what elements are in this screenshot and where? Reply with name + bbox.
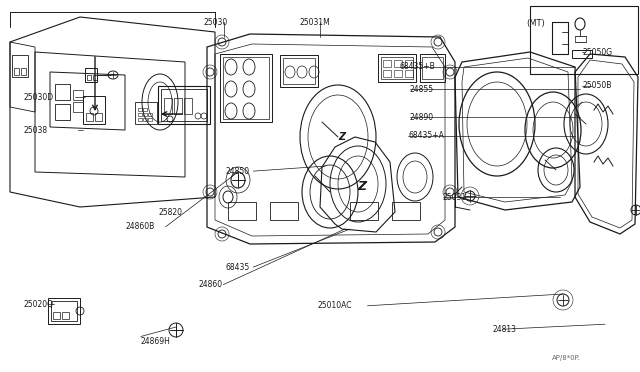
Bar [86, 113, 93, 121]
Text: 25030D: 25030D [24, 93, 54, 102]
Bar [420, 54, 445, 82]
Bar [378, 54, 416, 82]
Bar [422, 57, 443, 79]
Text: 25820: 25820 [159, 208, 183, 217]
Bar [51, 301, 77, 321]
Bar [350, 202, 378, 220]
Bar [184, 98, 192, 114]
Bar [174, 98, 182, 114]
Text: 25050G: 25050G [582, 48, 612, 57]
Bar [220, 54, 272, 122]
Text: 24860B: 24860B [125, 222, 155, 231]
Bar [383, 70, 391, 77]
Bar [95, 113, 102, 121]
Bar [55, 84, 70, 100]
Bar [381, 57, 413, 79]
Bar [138, 118, 142, 121]
Text: 25038: 25038 [24, 126, 48, 135]
Bar [135, 102, 157, 124]
Text: 24890: 24890 [410, 113, 434, 122]
Text: 25010AC: 25010AC [317, 301, 352, 310]
Bar [394, 60, 402, 67]
Bar [85, 68, 97, 82]
Bar [148, 113, 152, 116]
Bar [228, 202, 256, 220]
Bar [223, 57, 269, 119]
Text: Z: Z [339, 132, 346, 142]
Text: AP/8*0P.: AP/8*0P. [552, 355, 580, 361]
Text: 25050B: 25050B [582, 81, 612, 90]
Bar [93, 75, 97, 80]
Bar [161, 89, 207, 121]
Bar [143, 113, 147, 116]
Bar [280, 55, 318, 87]
Text: 68435+A: 68435+A [408, 131, 444, 140]
Text: 24869H: 24869H [141, 337, 171, 346]
Bar [143, 118, 147, 121]
Bar [62, 312, 69, 319]
Text: Z: Z [357, 180, 367, 192]
Bar [138, 108, 142, 111]
Bar [12, 55, 28, 77]
Text: 25031: 25031 [443, 193, 467, 202]
Text: 24813: 24813 [493, 325, 517, 334]
Text: 24850: 24850 [225, 167, 250, 176]
Bar [572, 50, 592, 58]
Bar [14, 68, 19, 75]
Bar [73, 90, 83, 100]
Bar [405, 70, 413, 77]
Bar [87, 75, 91, 80]
Bar [55, 104, 70, 120]
Bar [530, 6, 638, 74]
Bar [392, 202, 420, 220]
Bar [73, 102, 83, 112]
Bar [270, 202, 298, 220]
Text: (MT): (MT) [526, 19, 545, 28]
Text: 24860: 24860 [198, 280, 223, 289]
Bar [148, 118, 152, 121]
Text: 25020Q: 25020Q [24, 300, 54, 309]
Bar [158, 86, 210, 124]
Text: 25030: 25030 [204, 18, 228, 27]
Bar [405, 60, 413, 67]
Text: 68435+B: 68435+B [400, 62, 436, 71]
Bar [143, 108, 147, 111]
Text: 24855: 24855 [410, 85, 434, 94]
Bar [383, 60, 391, 67]
Text: 68435: 68435 [225, 263, 250, 272]
Bar [53, 312, 60, 319]
Bar [164, 98, 172, 114]
Text: 25031M: 25031M [300, 18, 330, 27]
Bar [48, 298, 80, 324]
Bar [21, 68, 26, 75]
Bar [394, 70, 402, 77]
Bar [283, 58, 315, 84]
Bar [83, 96, 105, 124]
Bar [138, 113, 142, 116]
